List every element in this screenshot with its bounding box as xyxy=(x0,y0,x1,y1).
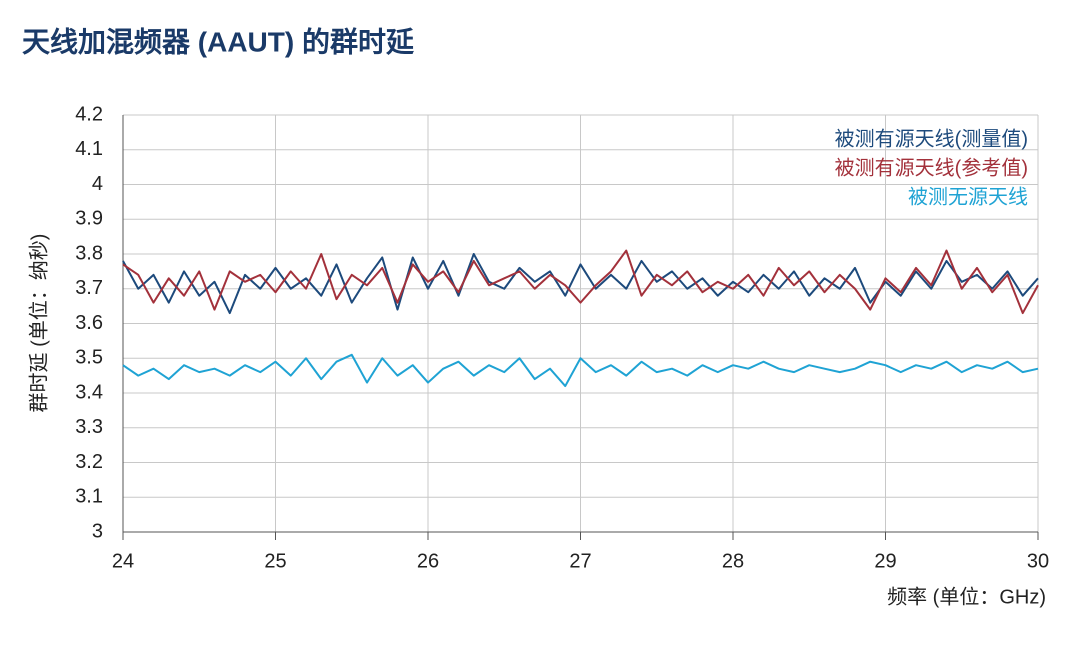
y-tick-label: 3.9 xyxy=(75,208,103,230)
y-tick-label: 3.4 xyxy=(75,381,103,403)
x-tick-label: 30 xyxy=(1027,550,1049,572)
y-tick-label: 4.1 xyxy=(75,138,103,160)
y-tick-label: 3.6 xyxy=(75,312,103,334)
y-tick-label: 3.7 xyxy=(75,277,103,299)
x-tick-label: 25 xyxy=(264,550,286,572)
chart-title: 天线加混频器 (AAUT) 的群时延 xyxy=(22,25,415,57)
series-line xyxy=(122,249,1039,315)
x-tick-label: 29 xyxy=(874,550,896,572)
legend-label: 被测无源天线 xyxy=(908,185,1028,208)
series-line xyxy=(122,253,1039,315)
legend-label: 被测有源天线(测量值) xyxy=(835,127,1028,150)
legend-label: 被测有源天线(参考值) xyxy=(835,156,1028,179)
x-tick-label: 26 xyxy=(417,550,439,572)
x-axis-label: 频率 (单位：GHz) xyxy=(887,585,1046,608)
y-tick-label: 3.5 xyxy=(75,347,103,369)
y-tick-label: 3.2 xyxy=(75,451,103,473)
y-tick-label: 3.1 xyxy=(75,486,103,508)
x-tick-label: 24 xyxy=(112,550,134,572)
series-line xyxy=(122,353,1039,388)
y-tick-label: 4 xyxy=(92,173,103,195)
y-tick-label: 3 xyxy=(92,520,103,542)
y-tick-label: 4.2 xyxy=(75,103,103,125)
y-axis-label: 群时延 (单位：纳秒) xyxy=(27,234,50,413)
x-tick-label: 28 xyxy=(722,550,744,572)
y-tick-label: 3.3 xyxy=(75,416,103,438)
y-tick-label: 3.8 xyxy=(75,242,103,264)
x-tick-label: 27 xyxy=(569,550,591,572)
